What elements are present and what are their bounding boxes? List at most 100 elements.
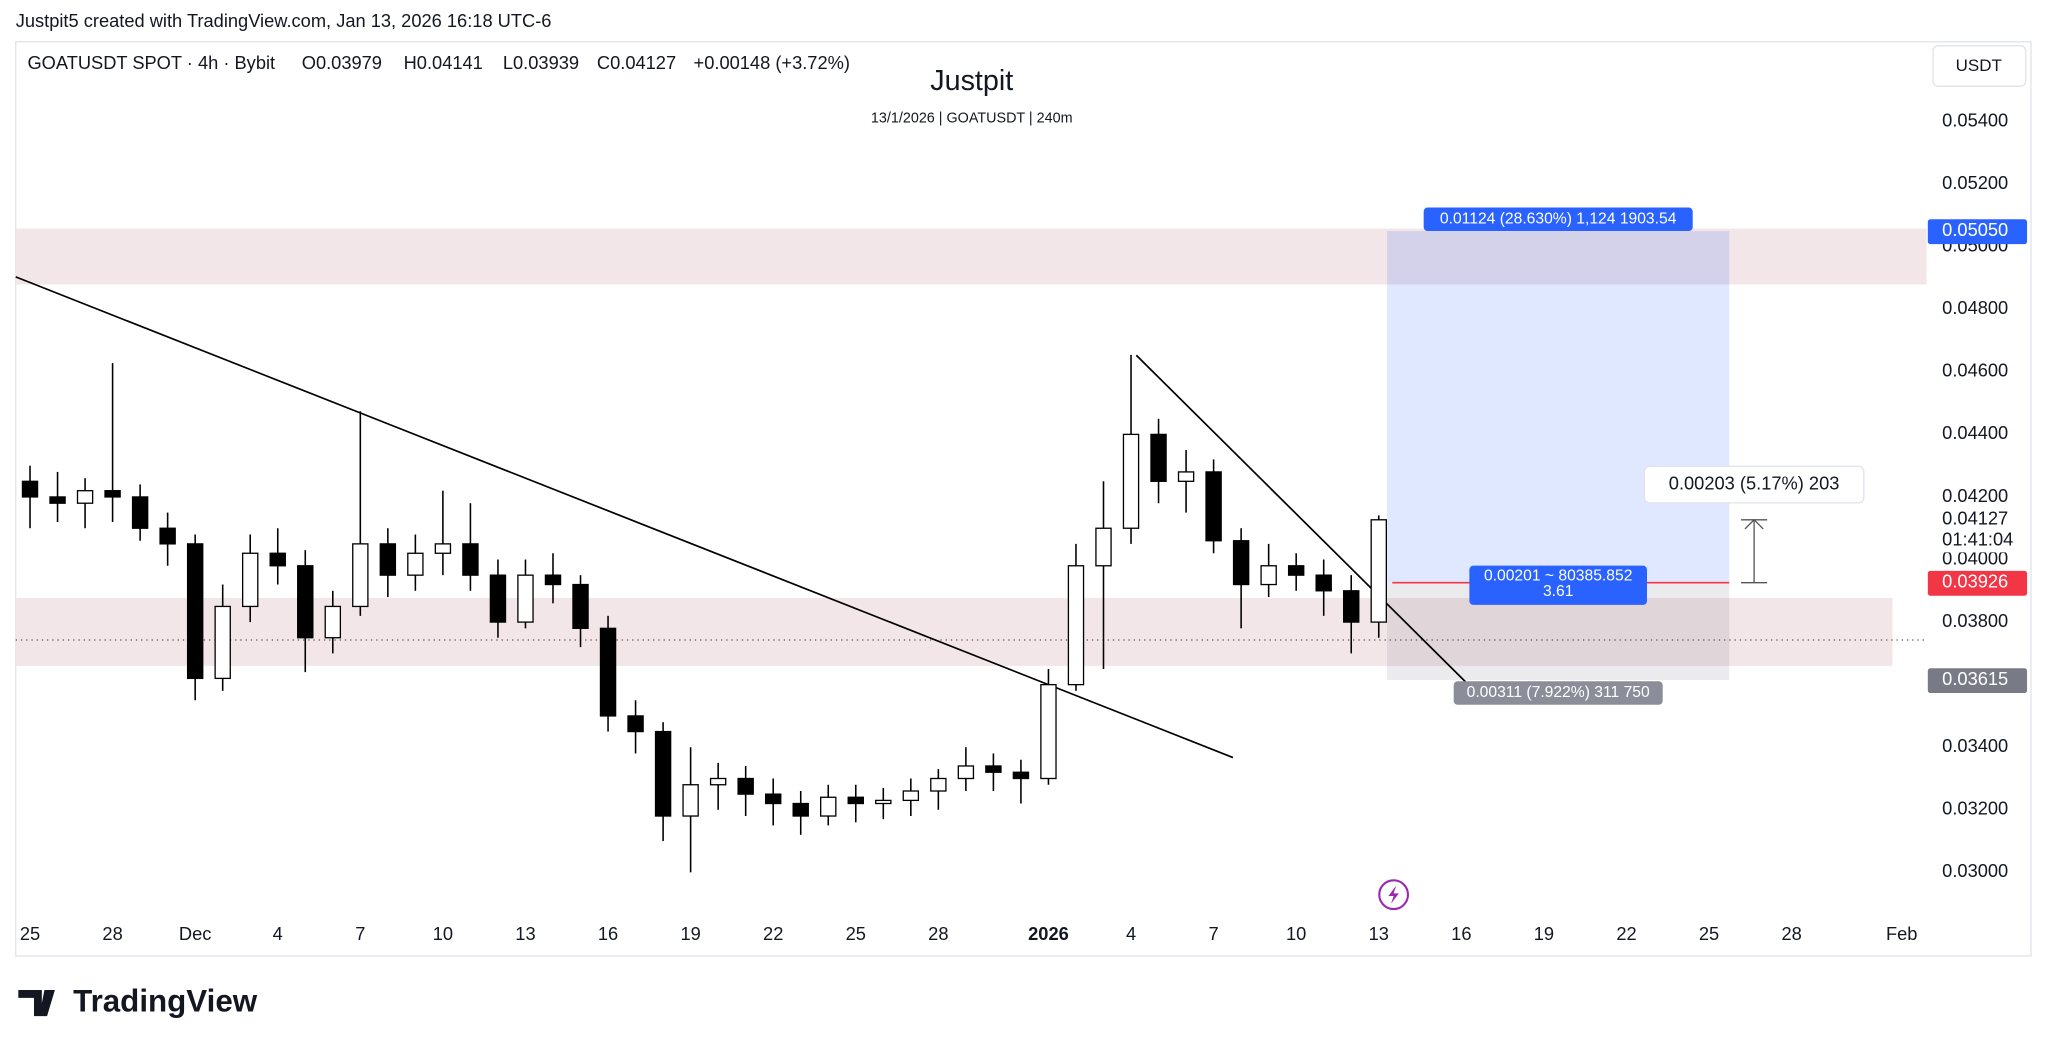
candle-body: [462, 543, 479, 576]
candle-body: [1232, 540, 1250, 586]
candle-body: [379, 543, 397, 576]
candle-body: [214, 605, 231, 680]
x-tick-label: 25: [20, 923, 40, 944]
logo-dot: [44, 991, 53, 1000]
chart-subtitle: 13/1/2026 | GOATUSDT | 240m: [871, 111, 1073, 127]
currency[interactable]: USDT: [1956, 56, 2002, 75]
candle-body: [544, 574, 562, 586]
candle-body: [737, 777, 754, 795]
candle-body: [517, 574, 534, 623]
target-price: 0.05050: [1942, 219, 2008, 240]
candle-body: [1177, 471, 1195, 482]
candle-body: [186, 543, 204, 680]
countdown: 01:41:04: [1942, 529, 2013, 550]
tv-logo: [18, 990, 55, 1017]
candle-body: [902, 790, 920, 802]
candle-body: [1150, 433, 1167, 482]
ohlc-open: O0.03979: [302, 52, 382, 73]
candle-body: [875, 799, 892, 805]
y-tick-label: 0.04000: [1942, 547, 2008, 568]
trend-line: [15, 276, 1234, 759]
x-tick-label: 13: [1369, 923, 1389, 944]
x-tick-label: 28: [102, 923, 122, 944]
candle-body: [1012, 771, 1030, 780]
ohlc-close: C0.04127: [597, 52, 676, 73]
target-label: 0.01124 (28.630%) 1,124 1903.54: [1440, 210, 1677, 227]
x-tick-label: 10: [433, 923, 453, 944]
candle-body: [49, 496, 66, 504]
ohlc-low: L0.03939: [503, 52, 579, 73]
candle-body: [407, 552, 424, 576]
x-tick-label: 4: [1126, 923, 1136, 944]
chart-title: Justpit: [930, 65, 1013, 97]
entry-price: 0.03926: [1942, 570, 2008, 591]
candle-body: [1205, 471, 1222, 542]
candle-body: [1287, 565, 1305, 576]
stop-label-box: [1453, 681, 1663, 705]
candle-body: [572, 583, 589, 629]
candle-body: [297, 565, 314, 639]
stop-price-box: [1927, 668, 2028, 694]
target-label-box: [1423, 207, 1693, 232]
y-tick-label: 0.05400: [1942, 109, 2008, 130]
x-tick-label: 7: [1209, 923, 1219, 944]
entry-label: 0.00201 ~ 80385.852: [1484, 567, 1632, 584]
x-tick-label: 28: [1781, 923, 1801, 944]
measure-head: [1744, 518, 1764, 530]
x-tick-label: 22: [1616, 923, 1636, 944]
candle-body: [1122, 433, 1140, 529]
footer-brand: TradingView: [73, 983, 258, 1018]
candle-body: [131, 496, 149, 529]
x-tick-label: 25: [1699, 923, 1719, 944]
candle-body: [104, 490, 121, 498]
x-tick-label: 16: [598, 923, 618, 944]
candle-body: [930, 777, 947, 792]
candle-body: [792, 802, 809, 817]
last-price-bg: [1930, 508, 2028, 553]
candle-body: [159, 527, 176, 545]
x-tick-label: 4: [273, 923, 283, 944]
currency-button[interactable]: [1932, 45, 2027, 87]
candle-body: [1370, 519, 1387, 623]
y-tick-label: 0.03200: [1942, 798, 2008, 819]
y-tick-label: 0.03800: [1942, 610, 2008, 631]
candle-body: [1315, 574, 1332, 592]
x-tick-label: 2026: [1028, 923, 1069, 944]
trend-line: [1135, 354, 1467, 683]
measure-label: 0.00203 (5.17%) 203: [1669, 472, 1840, 493]
candle-body: [599, 627, 617, 717]
zone: [15, 228, 1927, 285]
stop-label: 0.00311 (7.922%) 311 750: [1467, 684, 1650, 701]
x-tick-label: 25: [846, 923, 866, 944]
y-tick-label: 0.03400: [1942, 735, 2008, 756]
candle-body: [324, 605, 342, 639]
y-tick-label: 0.05200: [1942, 172, 2008, 193]
ratio-label: 3.61: [1543, 583, 1573, 600]
candle-body: [352, 543, 369, 608]
symbol: GOATUSDT SPOT · 4h · Bybit: [27, 52, 275, 73]
candle-body: [434, 543, 452, 554]
candle-body: [627, 715, 644, 733]
measure-box: [1643, 465, 1865, 504]
entry-label-box: [1469, 565, 1648, 605]
candle-body: [654, 730, 672, 817]
candle-body: [764, 793, 782, 805]
y-tick-label: 0.03000: [1942, 860, 2008, 881]
candle-body: [682, 784, 699, 817]
candle-body: [820, 796, 837, 817]
x-tick-label: 19: [1534, 923, 1554, 944]
y-tick-label: 0.04400: [1942, 422, 2008, 443]
y-tick-label: 0.04600: [1942, 360, 2008, 381]
x-tick-label: 13: [515, 923, 535, 944]
ohlc-high: H0.04141: [404, 52, 483, 73]
x-tick-label: 7: [355, 923, 365, 944]
candle-body: [847, 796, 864, 805]
y-tick-label: 0.04200: [1942, 485, 2008, 506]
x-tick-label: Dec: [179, 923, 211, 944]
candle-body: [957, 765, 975, 780]
frame: [15, 41, 2032, 957]
x-tick-label: 19: [680, 923, 700, 944]
header: Justpit5 created with TradingView.com, J…: [16, 10, 552, 31]
